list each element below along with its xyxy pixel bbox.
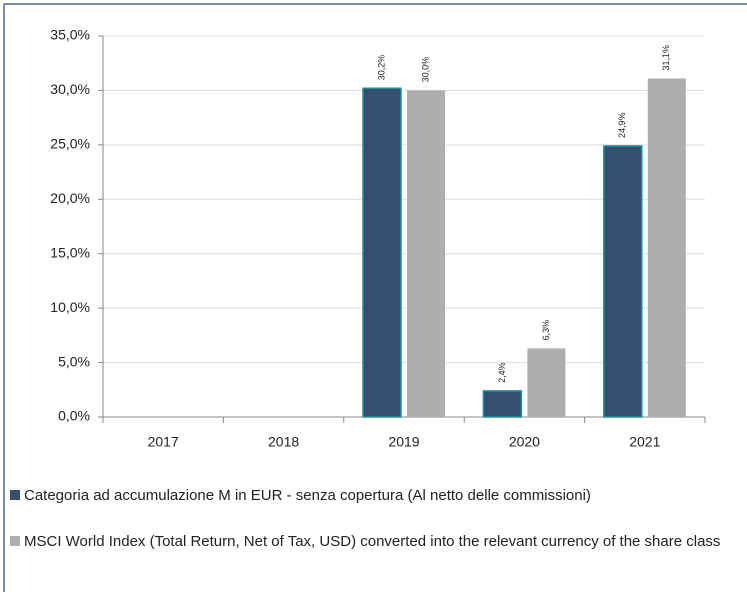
bar (527, 348, 566, 417)
x-tick-label: 2021 (629, 434, 660, 450)
x-tick-label: 2019 (388, 434, 419, 450)
x-tick-label: 2018 (268, 434, 299, 450)
legend-label: Categoria ad accumulazione M in EUR - se… (24, 487, 591, 504)
y-tick-label: 10,0% (50, 299, 90, 315)
bar (482, 390, 523, 418)
y-tick-label: 5,0% (58, 353, 90, 369)
y-tick-label: 0,0% (58, 408, 90, 424)
legend-entry: Categoria ad accumulazione M in EUR - se… (10, 486, 740, 506)
data-label: 6,3% (541, 320, 551, 341)
bar (647, 78, 686, 417)
data-label: 31,1% (661, 45, 671, 71)
y-tick-label: 15,0% (50, 244, 90, 260)
legend-label: MSCI World Index (Total Return, Net of T… (24, 533, 721, 550)
legend-swatch (10, 490, 20, 500)
data-label: 30,2% (376, 55, 386, 81)
legend-swatch (10, 536, 20, 546)
y-tick-label: 20,0% (50, 190, 90, 206)
data-label: 2,4% (497, 362, 507, 383)
legend-entry: MSCI World Index (Total Return, Net of T… (10, 532, 740, 552)
y-tick-label: 35,0% (50, 27, 90, 43)
bar (362, 87, 402, 418)
data-label: 30,0% (420, 57, 430, 83)
y-tick-label: 25,0% (50, 136, 90, 152)
bar (407, 90, 445, 417)
data-label: 24,9% (617, 112, 627, 138)
x-tick-label: 2020 (509, 434, 540, 450)
bar (603, 145, 643, 418)
y-tick-label: 30,0% (50, 81, 90, 97)
x-tick-label: 2017 (148, 434, 179, 450)
